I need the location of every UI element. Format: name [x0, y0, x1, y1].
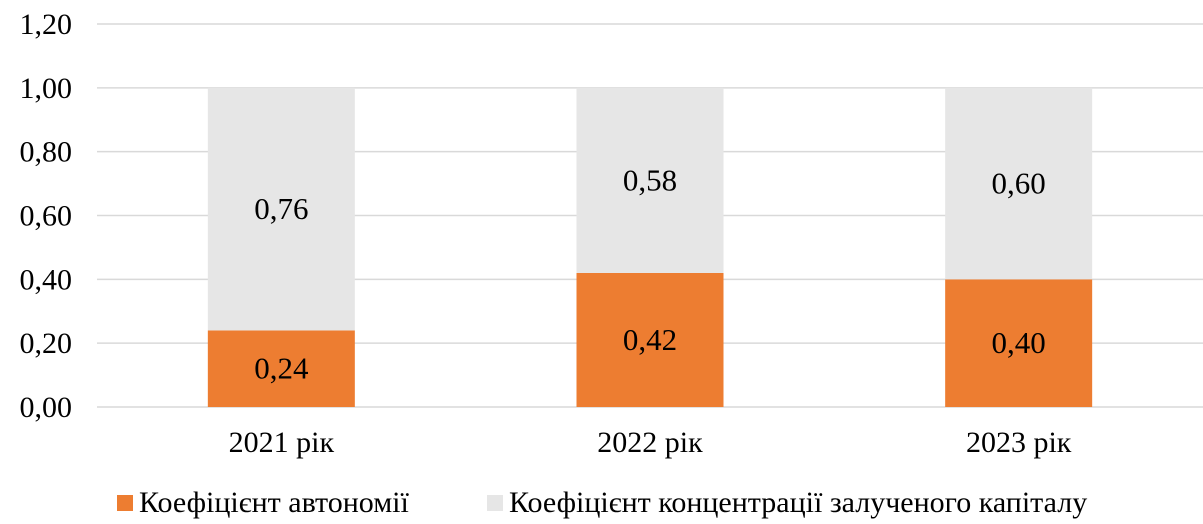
legend-label-borrowed-capital: Коефіцієнт концентрації залученого капіт…	[509, 486, 1088, 519]
y-tick-label: 0,80	[20, 136, 73, 169]
data-label: 0,76	[254, 191, 308, 226]
data-label: 0,58	[623, 162, 677, 197]
x-category-label: 2022 рік	[597, 426, 703, 459]
y-tick-label: 0,00	[20, 391, 73, 424]
y-tick-label: 0,40	[20, 263, 73, 296]
x-axis-categories: 2021 рік 2022 рік 2023 рік	[229, 426, 1072, 459]
y-tick-label: 0,60	[20, 200, 73, 233]
y-tick-label: 0,20	[20, 327, 73, 360]
bar-segment	[207, 87, 355, 331]
x-category-label: 2021 рік	[229, 426, 335, 459]
x-category-label: 2023 рік	[966, 426, 1072, 459]
y-axis-ticks: 0,00 0,20 0,40 0,60 0,80 1,00 1,20	[20, 8, 73, 424]
bar-segment	[945, 279, 1093, 407]
bar-segment	[945, 87, 1093, 280]
legend: Коефіцієнт автономії Коефіцієнт концентр…	[0, 483, 1203, 523]
legend-label-autonomy: Коефіцієнт автономії	[139, 486, 409, 519]
data-label: 0,24	[254, 351, 309, 386]
data-label: 0,42	[623, 322, 677, 357]
data-label: 0,60	[992, 166, 1046, 201]
data-label: 0,40	[992, 325, 1046, 360]
legend-item-autonomy: Коефіцієнт автономії	[117, 483, 409, 523]
bar-segment	[207, 330, 355, 407]
bar-segment	[576, 272, 724, 407]
legend-item-borrowed-capital: Коефіцієнт концентрації залученого капіт…	[487, 483, 1087, 523]
stacked-bar-chart: 0,00 0,20 0,40 0,60 0,80 1,00 1,20 0,24 0,76 0,4…	[20, 8, 1203, 459]
legend-swatch-autonomy	[117, 495, 133, 511]
legend-swatch-borrowed-capital	[487, 495, 503, 511]
bars: 0,24 0,76 0,42 0,58 0,40 0,60	[207, 87, 1093, 407]
y-tick-label: 1,00	[20, 72, 73, 105]
bar-segment	[576, 87, 724, 273]
y-tick-label: 1,20	[20, 8, 73, 41]
